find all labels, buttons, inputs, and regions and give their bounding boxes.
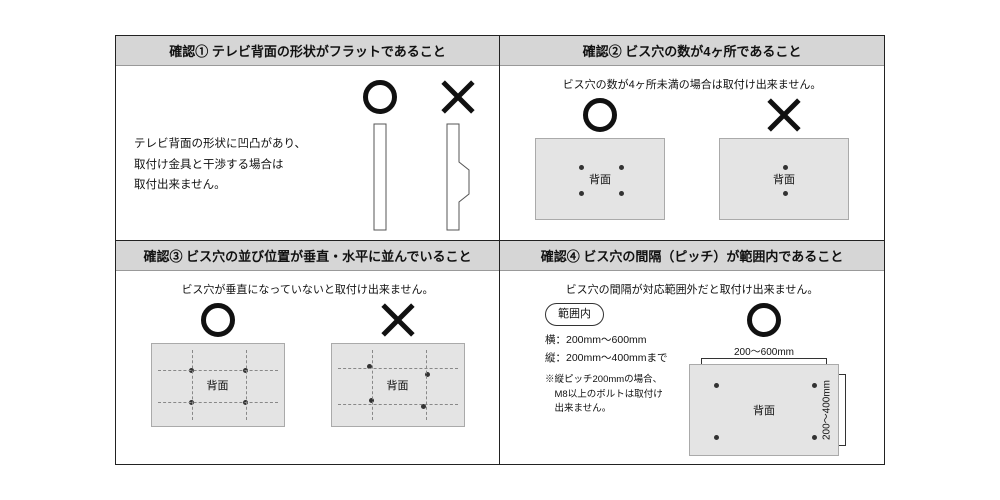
tv-back-ok: 背面 — [151, 343, 285, 427]
tv-label: 背面 — [207, 377, 229, 393]
guide-h-icon — [158, 370, 278, 371]
cell-4-row: 範囲内 横：200mm～600mm 縦：200mm～400mmまで ※縦ピッチ2… — [510, 303, 874, 456]
cell-1-header: 確認① テレビ背面の形状がフラットであること — [116, 36, 499, 66]
screw-hole-icon — [812, 383, 817, 388]
screw-hole-icon — [579, 165, 584, 170]
screw-hole-icon — [783, 165, 788, 170]
tv-back-ok: 背面 — [535, 138, 665, 220]
ok-mark-icon — [363, 80, 397, 114]
dim-top: 200～600mm — [734, 343, 794, 358]
tv-back-ng: 背面 — [331, 343, 465, 427]
cell-4-right: 200～600mm 背面 200～400mm — [689, 303, 839, 456]
flat-profile-icon — [371, 122, 389, 232]
ok-mark-icon — [583, 98, 617, 132]
tv-label: 背面 — [773, 171, 795, 187]
profile-ng — [441, 80, 475, 232]
c1-line2: 取付け金具と干渉する場合は — [134, 155, 314, 176]
c1-line3: 取付出来ません。 — [134, 175, 314, 196]
cell-3-header: 確認③ ビス穴の並び位置が垂直・水平に並んでいること — [116, 241, 499, 271]
instruction-grid: 確認① テレビ背面の形状がフラットであること テレビ背面の形状に凹凸があり、 — [115, 35, 885, 465]
cell-3-ok: 背面 — [151, 303, 285, 427]
tv-back: 背面 — [689, 364, 839, 456]
fn3: 出来ません。 — [545, 402, 673, 416]
cell-4: 確認④ ビス穴の間隔（ピッチ）が範囲内であること ビス穴の間隔が対応範囲外だと取… — [500, 241, 884, 464]
cell-3: 確認③ ビス穴の並び位置が垂直・水平に並んでいること ビス穴が垂直になっていない… — [116, 241, 500, 464]
cell-3-body: ビス穴が垂直になっていないと取付け出来ません。 背面 背面 — [116, 271, 499, 464]
profile-ok — [363, 80, 397, 232]
guide-v-icon — [426, 350, 427, 420]
guide-v-icon — [192, 350, 193, 420]
screw-hole-icon — [619, 191, 624, 196]
guide-h-icon — [338, 404, 458, 405]
ok-mark-icon — [201, 303, 235, 337]
c1-line1: テレビ背面の形状に凹凸があり、 — [134, 134, 314, 155]
cell-2-row: 背面 背面 — [510, 98, 874, 220]
ok-mark-icon — [747, 303, 781, 337]
cell-2-ng: 背面 — [719, 98, 849, 220]
cell-4-body: ビス穴の間隔が対応範囲外だと取付け出来ません。 範囲内 横：200mm～600m… — [500, 271, 884, 464]
cell-2-header: 確認② ビス穴の数が4ヶ所であること — [500, 36, 884, 66]
screw-hole-icon — [812, 435, 817, 440]
cell-4-note: ビス穴の間隔が対応範囲外だと取付け出来ません。 — [510, 281, 874, 297]
ng-mark-icon — [381, 303, 415, 337]
screw-hole-icon — [579, 191, 584, 196]
guide-h-icon — [158, 402, 278, 403]
guide-h-icon — [338, 368, 458, 369]
cell-2-ok: 背面 — [535, 98, 665, 220]
ng-mark-icon — [441, 80, 475, 114]
cell-1-body: テレビ背面の形状に凹凸があり、 取付け金具と干渉する場合は 取付出来ません。 — [116, 66, 499, 240]
tv-label: 背面 — [387, 377, 409, 393]
cell-2-note: ビス穴の数が4ヶ所未満の場合は取付け出来ません。 — [510, 76, 874, 92]
fn2: M8以上のボルトは取付け — [545, 388, 673, 402]
tv-wrap: 背面 200～400mm — [689, 364, 839, 456]
screw-hole-icon — [619, 165, 624, 170]
guide-v-icon — [246, 350, 247, 420]
range-badge: 範囲内 — [545, 303, 604, 326]
range-footnote: ※縦ピッチ200mmの場合、 M8以上のボルトは取付け 出来ません。 — [545, 373, 673, 416]
bump-profile-icon — [444, 122, 472, 232]
cell-2-body: ビス穴の数が4ヶ所未満の場合は取付け出来ません。 背面 背面 — [500, 66, 884, 240]
cell-4-header: 確認④ ビス穴の間隔（ピッチ）が範囲内であること — [500, 241, 884, 271]
ng-mark-icon — [767, 98, 801, 132]
cell-1-text: テレビ背面の形状に凹凸があり、 取付け金具と干渉する場合は 取付出来ません。 — [134, 134, 314, 196]
tv-back-ng: 背面 — [719, 138, 849, 220]
range-v: 縦：200mm～400mmまで — [545, 350, 673, 368]
cell-4-left: 範囲内 横：200mm～600mm 縦：200mm～400mmまで ※縦ピッチ2… — [545, 303, 673, 416]
tv-label: 背面 — [753, 402, 775, 418]
screw-hole-icon — [783, 191, 788, 196]
cell-1: 確認① テレビ背面の形状がフラットであること テレビ背面の形状に凹凸があり、 — [116, 36, 500, 241]
cell-3-note: ビス穴が垂直になっていないと取付け出来ません。 — [126, 281, 489, 297]
cell-3-ng: 背面 — [331, 303, 465, 427]
fn1: ※縦ピッチ200mmの場合、 — [545, 373, 673, 387]
dim-right: 200～400mm — [817, 380, 832, 440]
tv-label: 背面 — [589, 171, 611, 187]
screw-hole-icon — [714, 383, 719, 388]
screw-hole-icon — [714, 435, 719, 440]
bracket-right-icon — [839, 374, 846, 446]
cell-3-row: 背面 背面 — [126, 303, 489, 427]
cell-2: 確認② ビス穴の数が4ヶ所であること ビス穴の数が4ヶ所未満の場合は取付け出来ま… — [500, 36, 884, 241]
range-h: 横：200mm～600mm — [545, 332, 673, 350]
profile-row — [363, 80, 475, 232]
guide-v-icon — [372, 350, 373, 420]
